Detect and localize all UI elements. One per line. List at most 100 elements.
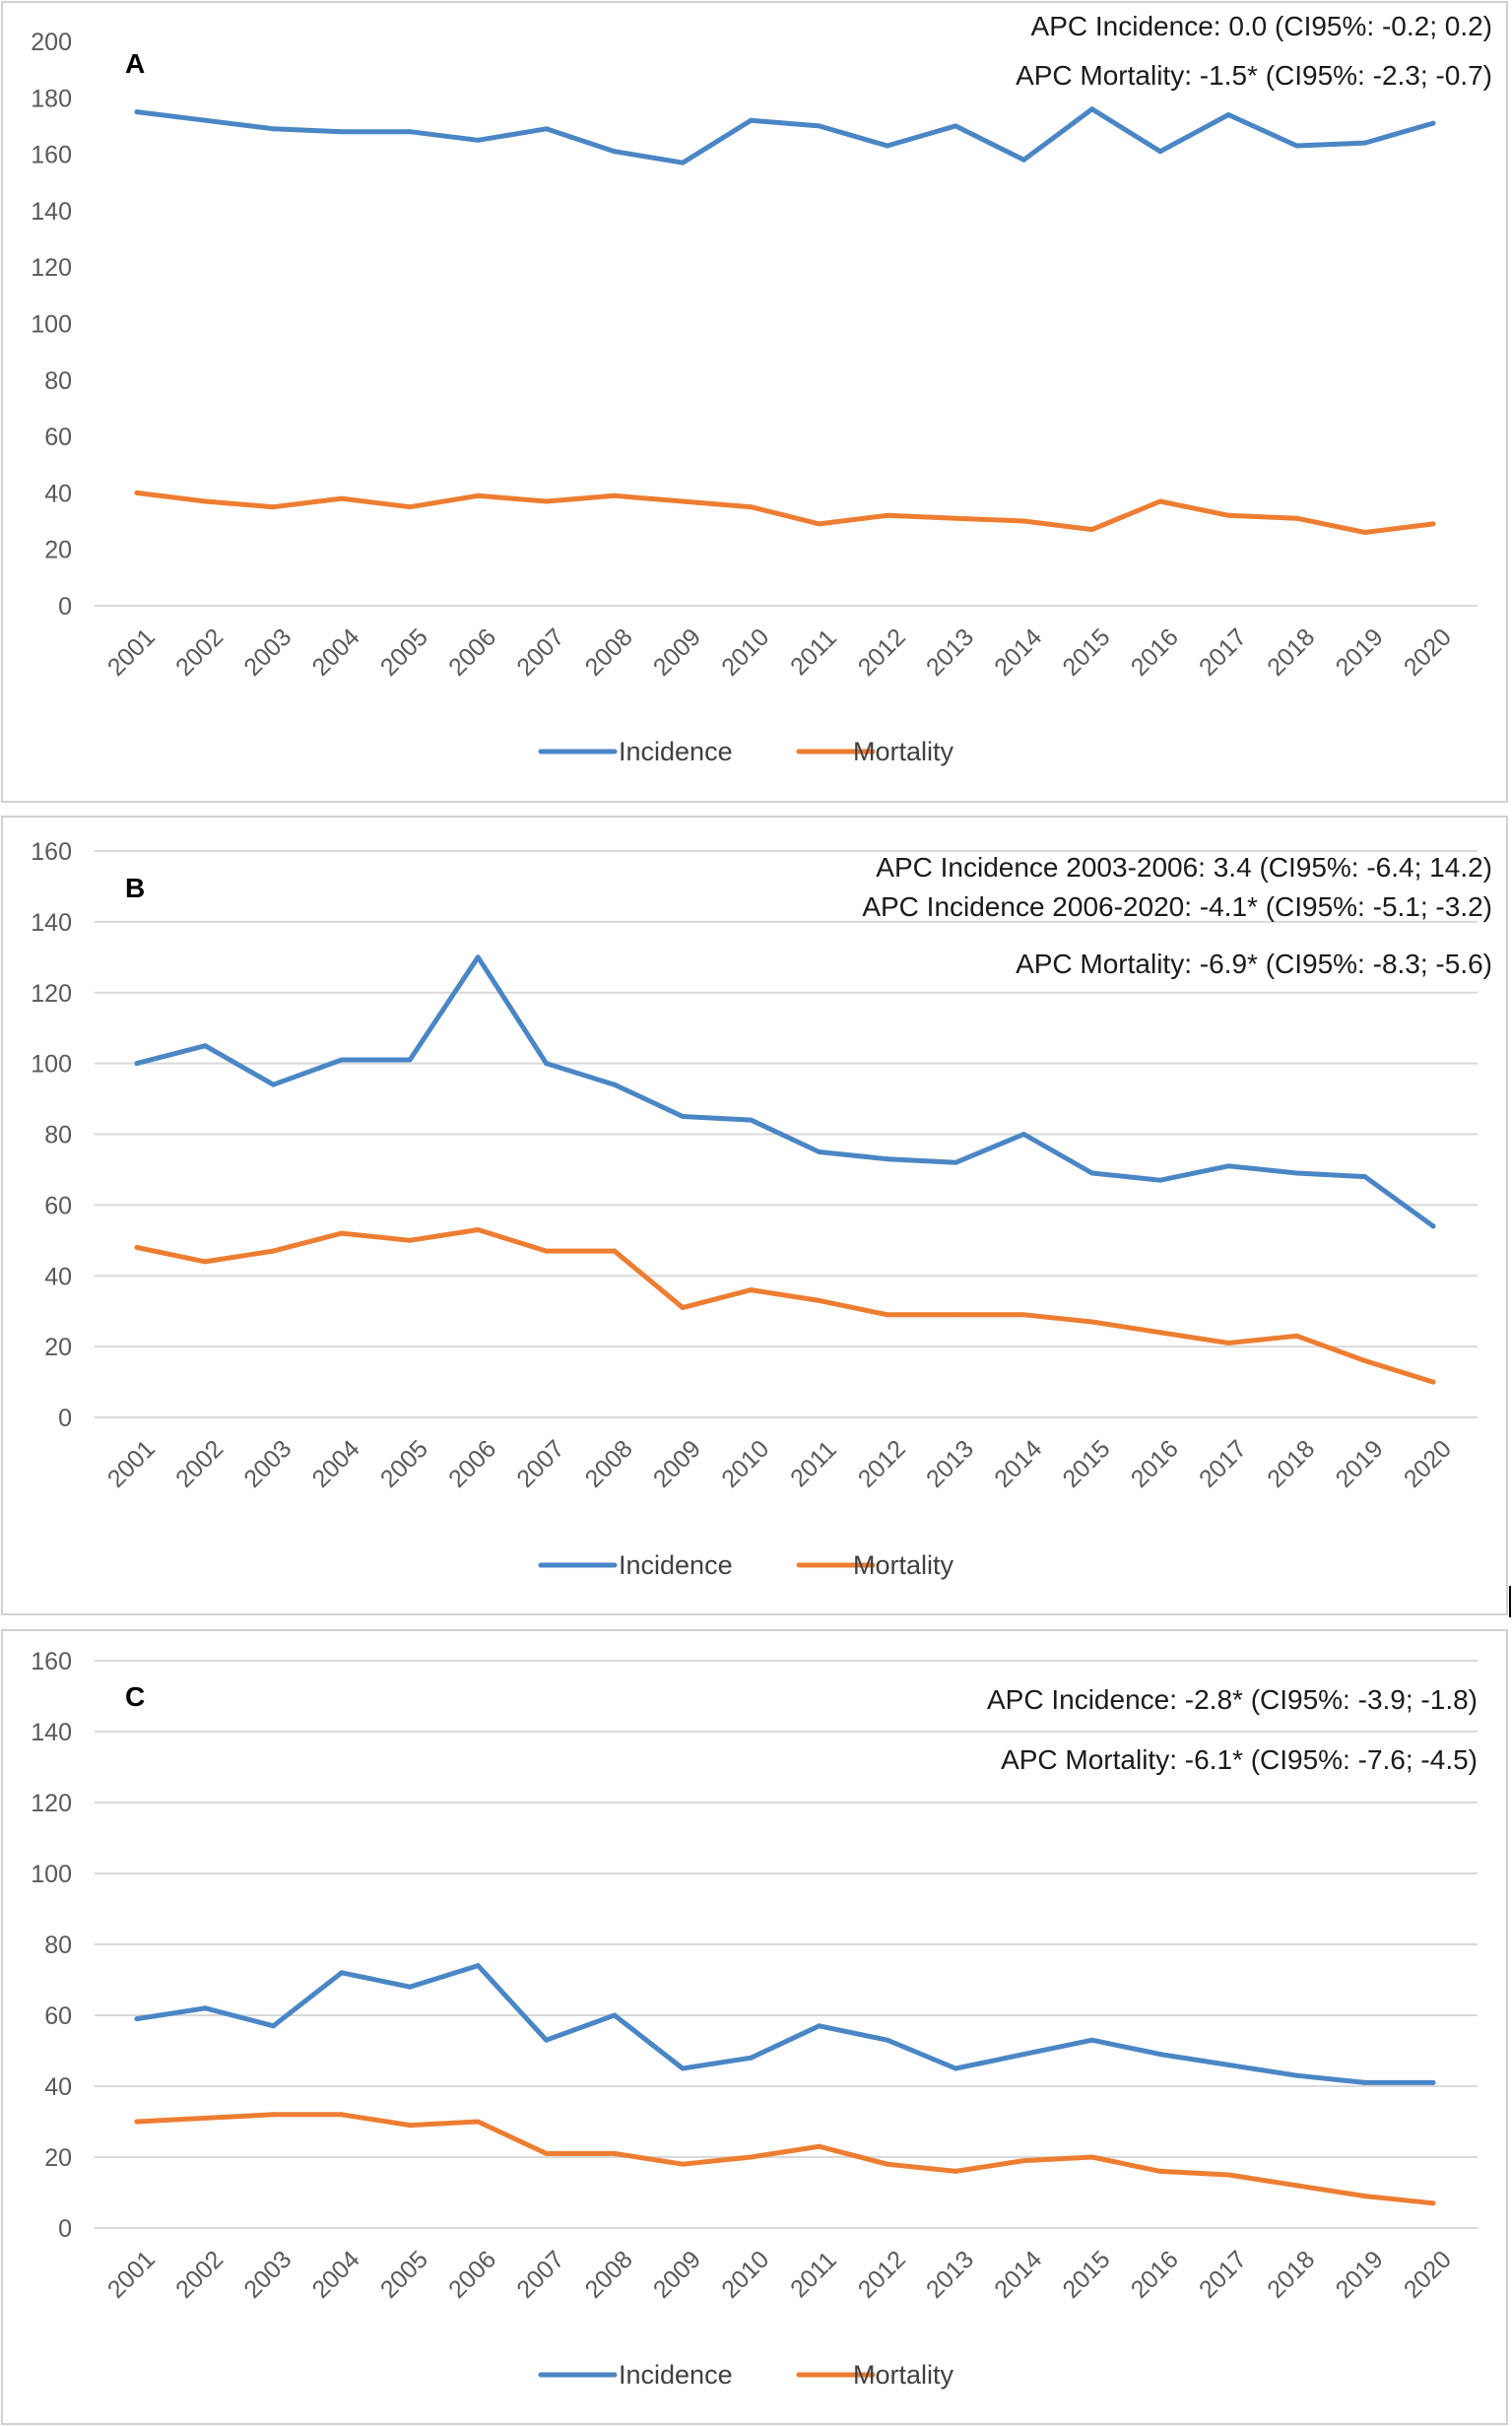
data-point-incidence [1225, 2062, 1231, 2067]
legend-label-incidence: Incidence [619, 1550, 733, 1580]
data-point-mortality [202, 1259, 208, 1265]
data-point-mortality [1225, 512, 1231, 518]
data-point-mortality [1089, 527, 1095, 533]
data-point-incidence [1225, 111, 1231, 117]
y-tick-label: 60 [44, 1192, 72, 1219]
panel-label: B [125, 873, 145, 903]
data-point-mortality [748, 2154, 754, 2160]
series-line-mortality [134, 2112, 1436, 2206]
legend: Incidence Mortality [538, 1550, 954, 1580]
data-point-mortality [748, 1287, 754, 1293]
data-point-incidence [612, 149, 618, 155]
y-tick-label: 160 [31, 142, 72, 169]
data-point-incidence [339, 1057, 345, 1063]
data-point-mortality [1430, 2200, 1436, 2206]
y-tick-label: 60 [44, 2002, 72, 2030]
data-point-incidence [544, 2037, 550, 2043]
data-point-mortality [885, 512, 890, 518]
data-point-incidence [748, 1117, 754, 1123]
y-tick-label: 120 [31, 1790, 72, 1817]
data-point-mortality [1020, 518, 1026, 524]
data-point-incidence [134, 109, 140, 115]
data-point-incidence [1089, 2037, 1095, 2043]
y-tick-label: 20 [44, 537, 72, 564]
data-point-mortality [817, 1297, 822, 1303]
data-point-incidence [612, 2012, 618, 2018]
apc-annotation: APC Incidence 2006-2020: -4.1* (CI95%: -… [862, 891, 1492, 922]
y-tick-label: 0 [58, 593, 72, 621]
data-point-incidence [202, 117, 208, 123]
legend: Incidence Mortality [538, 737, 954, 766]
data-point-incidence [817, 123, 822, 129]
y-tick-label: 100 [31, 311, 72, 339]
data-point-mortality [544, 1248, 550, 1254]
data-point-mortality [475, 1227, 481, 1233]
data-point-mortality [407, 2123, 413, 2129]
data-point-mortality [1225, 1341, 1231, 1346]
data-point-incidence [339, 1970, 345, 1976]
data-point-mortality [612, 1248, 618, 1254]
data-point-incidence [407, 1057, 413, 1063]
data-point-incidence [407, 129, 413, 135]
data-point-incidence [475, 137, 481, 143]
data-point-incidence [1089, 106, 1095, 112]
data-point-mortality [1293, 515, 1299, 521]
data-point-mortality [680, 498, 686, 504]
panel-label: A [125, 48, 145, 79]
y-tick-label: 0 [58, 1405, 72, 1432]
data-point-mortality [134, 490, 140, 495]
data-point-mortality [134, 1245, 140, 1250]
data-point-mortality [271, 504, 277, 510]
panel-frame [1, 816, 1508, 1615]
apc-annotation: APC Mortality: -1.5* (CI95%: -2.3; -0.7) [1016, 60, 1492, 91]
data-point-mortality [339, 495, 345, 501]
y-tick-label: 140 [31, 1719, 72, 1746]
apc-annotation: APC Incidence 2003-2006: 3.4 (CI95%: -6.… [876, 852, 1492, 883]
data-point-incidence [544, 126, 550, 132]
data-point-incidence [817, 2023, 822, 2029]
y-tick-label: 20 [44, 2144, 72, 2172]
legend-label-mortality: Mortality [853, 1550, 954, 1580]
data-point-incidence [271, 1082, 277, 1087]
data-point-incidence [953, 2065, 958, 2071]
data-point-mortality [1430, 521, 1436, 527]
series-line-mortality [134, 1227, 1436, 1385]
y-tick-label: 180 [31, 85, 72, 112]
data-point-mortality [1293, 1333, 1299, 1339]
data-point-mortality [202, 2115, 208, 2121]
data-point-mortality [748, 504, 754, 510]
data-point-incidence [1293, 1170, 1299, 1176]
panel-label: C [125, 1681, 145, 1712]
y-tick-label: 40 [44, 1263, 72, 1290]
legend: Incidence Mortality [538, 2360, 954, 2390]
data-point-mortality [1157, 1330, 1163, 1336]
legend-label-mortality: Mortality [853, 737, 954, 766]
data-point-mortality [407, 1237, 413, 1243]
y-tick-label: 40 [44, 2073, 72, 2101]
y-tick-label: 0 [58, 2215, 72, 2243]
data-point-incidence [544, 1061, 550, 1067]
y-tick-label: 200 [31, 29, 72, 56]
data-point-mortality [1362, 1358, 1368, 1363]
data-point-incidence [339, 129, 345, 135]
series-line-incidence [134, 1963, 1436, 2085]
data-point-incidence [1020, 2052, 1026, 2058]
y-tick-label: 140 [31, 909, 72, 937]
y-tick-label: 80 [44, 1932, 72, 1959]
data-point-mortality [544, 498, 550, 504]
apc-annotation: APC Mortality: -6.1* (CI95%: -7.6; -4.5) [1001, 1744, 1478, 1775]
series-line-mortality [134, 490, 1436, 535]
legend-label-incidence: Incidence [619, 737, 733, 766]
data-point-mortality [1430, 1379, 1436, 1385]
data-point-mortality [1362, 2194, 1368, 2199]
data-point-incidence [1430, 1223, 1436, 1229]
y-tick-label: 80 [44, 367, 72, 395]
data-point-incidence [134, 1061, 140, 1067]
data-point-mortality [817, 2143, 822, 2149]
data-point-incidence [134, 2016, 140, 2022]
data-point-incidence [885, 143, 890, 149]
y-tick-label: 140 [31, 198, 72, 226]
data-point-mortality [817, 521, 822, 527]
data-point-incidence [748, 2055, 754, 2061]
